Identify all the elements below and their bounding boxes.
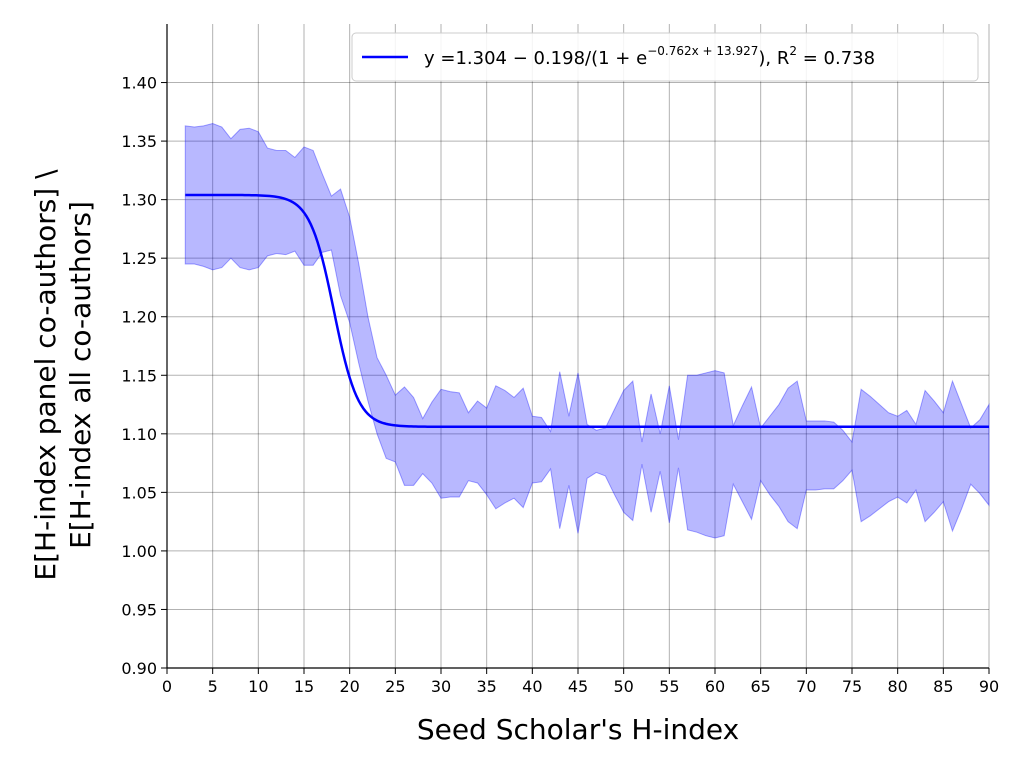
y-axis-ticks: 0.90 0.95 1.00 1.05 1.10 1.15 1.20 1.25 1.30 1.35… (121, 74, 167, 678)
y-tick-label: 0.90 (121, 659, 157, 678)
grid-lines (166, 24, 990, 669)
x-tick-label: 90 (979, 677, 999, 696)
legend-label-prefix: y =1.304 − 0.198/(1 + e (424, 48, 647, 69)
y-tick-label: 1.30 (121, 191, 157, 210)
x-tick-label: 10 (248, 677, 268, 696)
legend-label: y =1.304 − 0.198/(1 + e−0.762x + 13.927)… (424, 44, 875, 69)
x-tick-label: 0 (162, 677, 172, 696)
x-tick-label: 35 (476, 677, 496, 696)
y-tick-label: 1.05 (121, 483, 157, 502)
x-tick-label: 70 (796, 677, 816, 696)
y-tick-label: 1.15 (121, 366, 157, 385)
x-tick-label: 5 (208, 677, 218, 696)
x-tick-label: 25 (385, 677, 405, 696)
confidence-band-area (184, 123, 990, 539)
x-tick-label: 65 (750, 677, 770, 696)
x-tick-label: 15 (294, 677, 314, 696)
y-tick-label: 1.40 (121, 74, 157, 93)
x-tick-label: 40 (522, 677, 542, 696)
x-tick-label: 85 (933, 677, 953, 696)
x-tick-label: 75 (842, 677, 862, 696)
x-tick-label: 60 (705, 677, 725, 696)
legend-label-r2-value: = 0.738 (797, 48, 875, 69)
y-tick-label: 1.35 (121, 132, 157, 151)
y-tick-label: 0.95 (121, 600, 157, 619)
legend-label-exponent: −0.762x + 13.927 (647, 44, 758, 58)
y-axis-label-line2: E[H-index all co-authors] (64, 201, 97, 549)
y-tick-label: 1.10 (121, 425, 157, 444)
legend-label-r2-sup: 2 (789, 44, 797, 58)
x-tick-label: 20 (339, 677, 359, 696)
y-axis-label-line1: E[H-index panel co-authors] \ (29, 169, 62, 581)
x-axis-ticks: 0 5 10 15 20 25 30 35 40 45 50 55 60 65 70 75 80 85 90 (162, 668, 999, 696)
y-tick-label: 1.20 (121, 308, 157, 327)
legend: y =1.304 − 0.198/(1 + e−0.762x + 13.927)… (351, 32, 979, 82)
legend-box (351, 32, 979, 82)
x-axis-label: Seed Scholar's H-index (417, 713, 739, 746)
x-tick-label: 30 (431, 677, 451, 696)
y-tick-label: 1.25 (121, 249, 157, 268)
x-tick-label: 45 (568, 677, 588, 696)
fit-line (185, 193, 989, 429)
confidence-band (184, 123, 990, 539)
x-tick-label: 55 (659, 677, 679, 696)
x-tick-label: 80 (887, 677, 907, 696)
x-tick-label: 50 (613, 677, 633, 696)
y-tick-label: 1.00 (121, 542, 157, 561)
legend-label-middle: ), R (758, 48, 789, 69)
fit-line-layer (185, 193, 989, 429)
